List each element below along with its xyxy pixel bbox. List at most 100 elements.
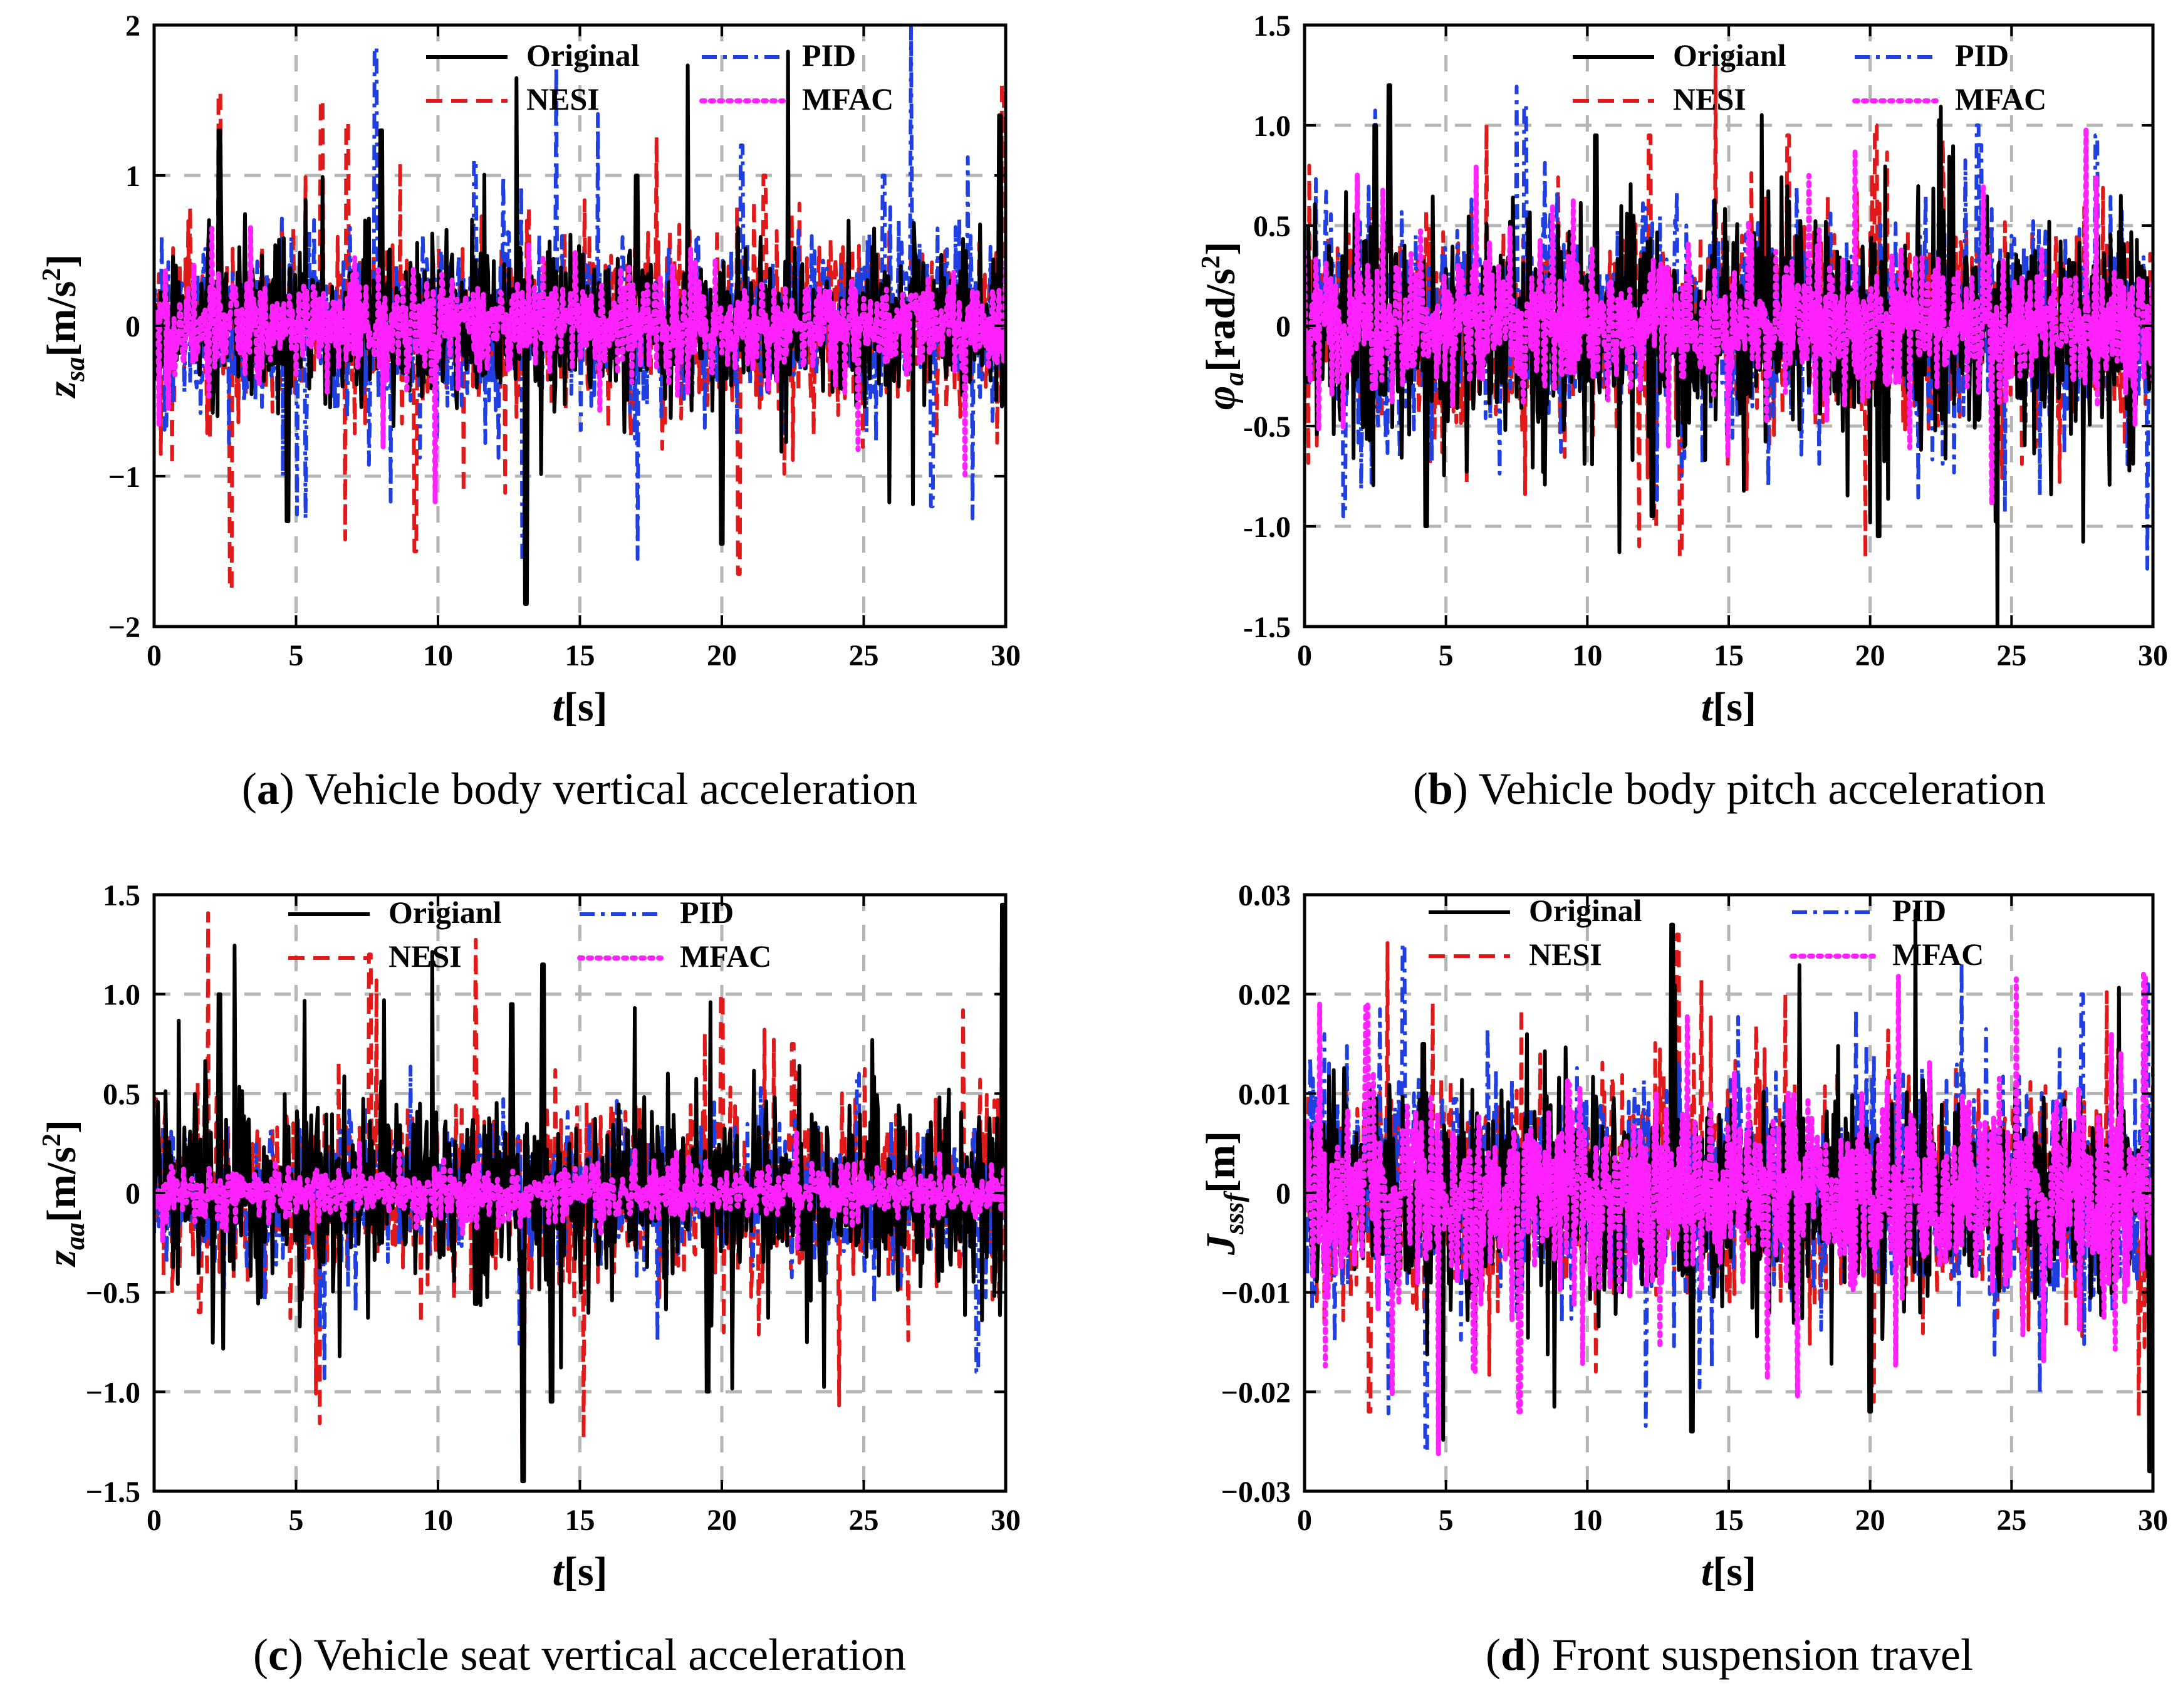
legend-label-origianl: Origianl <box>388 895 502 930</box>
x-tick-label: 10 <box>1572 1504 1602 1537</box>
legend-label-origianl: Origianl <box>1673 38 1786 73</box>
x-axis-label: t[s] <box>1701 684 1756 730</box>
panel-caption: (c) Vehicle seat vertical acceleration <box>253 1630 906 1680</box>
y-tick-label: −0.03 <box>1221 1476 1291 1509</box>
x-tick-label: 25 <box>849 639 879 672</box>
x-tick-label: 10 <box>1572 639 1602 672</box>
plot-area <box>1305 909 2153 1474</box>
panel-c: 0 5 10 15 20 25 30 1.5 1.0 0.5 0 −0.5 −1.0 −1.5 t[s] za… <box>38 879 1021 1680</box>
legend-label-mfac: MFAC <box>1892 937 1984 972</box>
y-tick-label: 0 <box>1276 310 1291 343</box>
y-axis-label: φa[rad/s2] <box>1197 242 1249 410</box>
legend-label-pid: PID <box>802 38 856 73</box>
x-tick-label: 15 <box>565 639 595 672</box>
y-tick-label: −1 <box>108 461 140 494</box>
panel-b: 0 5 10 15 20 25 30 1.5 1.0 0.5 0 -0.5 -1.0 -1.5 t[s] φa… <box>1197 9 2168 814</box>
x-axis-label: t[s] <box>553 1549 608 1595</box>
legend-label-mfac: MFAC <box>802 81 894 117</box>
x-tick-label: 10 <box>423 639 453 672</box>
series-line-mfac <box>1305 971 2153 1457</box>
y-tick-label: 2 <box>125 9 140 43</box>
legend-label-nesi: NESI <box>1673 81 1746 117</box>
panel-caption: (b) Vehicle body pitch acceleration <box>1413 764 2046 814</box>
x-tick-label: 20 <box>707 1504 737 1537</box>
x-tick-label: 0 <box>147 1504 162 1537</box>
legend: Original PID NESI MFAC <box>426 38 894 117</box>
y-tick-label: -0.5 <box>1243 410 1291 444</box>
legend-label-mfac: MFAC <box>1955 81 2046 117</box>
legend: Original PID NESI MFAC <box>1429 893 1984 972</box>
y-tick-label: 0 <box>1276 1177 1291 1211</box>
x-tick-label: 20 <box>707 639 737 672</box>
panel-caption: (d) Front suspension travel <box>1486 1630 1973 1680</box>
x-tick-label: 30 <box>991 1504 1021 1537</box>
series-line-mfac <box>154 224 1006 505</box>
y-tick-label: −2 <box>108 611 140 644</box>
y-axis-label: zsa[m/s2] <box>38 254 90 399</box>
y-tick-label: 1.0 <box>103 979 140 1012</box>
series-line-mfac <box>154 1128 1006 1251</box>
x-tick-label: 5 <box>1439 639 1454 672</box>
plot-area <box>154 25 1006 606</box>
x-tick-label: 15 <box>1714 639 1744 672</box>
y-tick-label: 1.0 <box>1253 110 1291 143</box>
x-tick-label: 30 <box>991 639 1021 672</box>
x-tick-label: 25 <box>1996 639 2026 672</box>
x-tick-label: 5 <box>289 639 304 672</box>
plot-area <box>1305 61 2153 627</box>
panel-a: 0 5 10 15 20 25 30210−1−2t[s]zsa[m/s2]Original… <box>38 9 1021 814</box>
x-axis-label: t[s] <box>1701 1549 1756 1595</box>
legend-label-nesi: NESI <box>1529 937 1602 972</box>
y-tick-label: 1.5 <box>103 879 140 912</box>
plot-area <box>154 902 1006 1484</box>
x-tick-label: 0 <box>1297 1504 1312 1537</box>
x-tick-label: 15 <box>565 1504 595 1537</box>
legend: Origianl PID NESI MFAC <box>1573 38 2046 117</box>
legend-label-nesi: NESI <box>526 81 600 117</box>
legend-label-nesi: NESI <box>388 939 462 974</box>
x-tick-label: 25 <box>1996 1504 2026 1537</box>
x-tick-label: 5 <box>289 1504 304 1537</box>
legend-label-original: Original <box>526 38 640 73</box>
y-axis-label: Jsssf[m] <box>1198 1131 1249 1256</box>
y-tick-label: 0.01 <box>1238 1078 1291 1111</box>
legend-label-original: Original <box>1529 893 1642 928</box>
legend-label-pid: PID <box>1955 38 2009 73</box>
x-tick-label: 30 <box>2138 1504 2168 1537</box>
series-line-mfac <box>1305 125 2153 508</box>
legend-label-mfac: MFAC <box>680 939 771 974</box>
axis-ticks: 0 5 10 15 20 25 30 1.5 1.0 0.5 0 −0.5 −1.0 −1.5 <box>86 879 1021 1537</box>
x-tick-label: 25 <box>849 1504 879 1537</box>
y-tick-label: -1.0 <box>1243 511 1291 544</box>
y-tick-label: 0.03 <box>1238 879 1291 912</box>
y-tick-label: −0.02 <box>1221 1376 1291 1409</box>
axis-ticks: 0 5 10 15 20 25 30 0.03 0.02 0.01 0 −0.01 −0.02 −0.03 <box>1221 879 2168 1537</box>
panel-d: 0 5 10 15 20 25 30 0.03 0.02 0.01 0 −0.01 −0.02 −0.03… <box>1198 879 2168 1680</box>
x-axis-label: t[s] <box>553 684 608 730</box>
y-tick-label: -1.5 <box>1243 611 1291 644</box>
axis-ticks: 0 5 10 15 20 25 30 1.5 1.0 0.5 0 -0.5 -1.0 -1.5 <box>1243 9 2168 672</box>
y-tick-label: −1.0 <box>86 1376 140 1409</box>
panel-caption: (a) Vehicle body vertical acceleration <box>242 764 917 814</box>
y-tick-label: −0.5 <box>86 1277 140 1310</box>
y-tick-label: −1.5 <box>86 1476 140 1509</box>
y-tick-label: 0 <box>125 1177 140 1211</box>
legend: Origianl PID NESI MFAC <box>288 895 771 974</box>
y-tick-label: 1 <box>125 160 140 193</box>
x-tick-label: 20 <box>1855 639 1885 672</box>
x-tick-label: 10 <box>423 1504 453 1537</box>
legend-label-pid: PID <box>680 895 734 930</box>
x-tick-label: 30 <box>2138 639 2168 672</box>
x-tick-label: 20 <box>1855 1504 1885 1537</box>
y-tick-label: 0 <box>125 310 140 343</box>
x-tick-label: 15 <box>1714 1504 1744 1537</box>
y-tick-label: 0.02 <box>1238 979 1291 1012</box>
x-tick-label: 5 <box>1439 1504 1454 1537</box>
y-tick-label: −0.01 <box>1221 1277 1291 1310</box>
y-tick-label: 0.5 <box>1253 210 1291 243</box>
y-axis-label: zaa[m/s2] <box>38 1120 90 1268</box>
x-tick-label: 0 <box>147 639 162 672</box>
y-tick-label: 1.5 <box>1253 9 1291 43</box>
